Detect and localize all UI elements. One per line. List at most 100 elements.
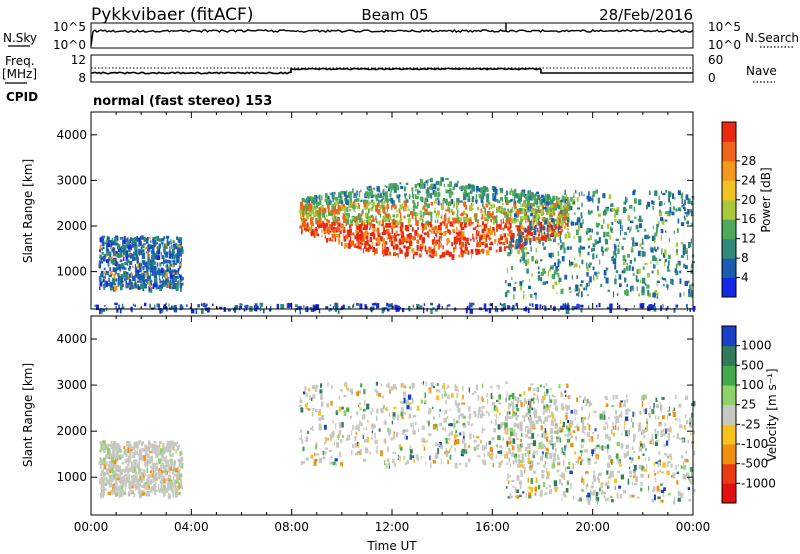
range-cell (424, 400, 427, 403)
range-cell (309, 196, 313, 200)
range-cell (652, 205, 654, 211)
range-cell (559, 234, 561, 240)
range-cell (614, 218, 617, 223)
range-cell (479, 238, 481, 244)
range-cell (585, 449, 588, 453)
range-cell (129, 468, 131, 473)
range-cell (116, 473, 120, 480)
range-cell (607, 289, 611, 292)
range-cell (478, 409, 480, 415)
range-cell (674, 196, 676, 200)
range-cell (451, 430, 454, 436)
range-cell (415, 220, 419, 226)
range-cell (607, 223, 610, 229)
range-cell (439, 226, 442, 231)
range-cell (317, 215, 319, 220)
range-cell (457, 408, 461, 413)
range-cell (690, 210, 694, 217)
range-cell (111, 467, 114, 473)
range-cell (665, 278, 667, 282)
range-cell (332, 306, 334, 309)
range-cell (578, 237, 582, 243)
range-cell (629, 260, 633, 264)
range-cell (556, 438, 558, 443)
range-cell (520, 438, 523, 443)
range-cell (618, 274, 622, 280)
range-cell (433, 416, 435, 420)
range-cell (98, 260, 101, 263)
range-cell (382, 195, 385, 201)
range-cell (163, 467, 166, 474)
range-cell (99, 249, 101, 253)
range-cell (135, 246, 137, 251)
range-cell (395, 224, 398, 228)
range-cell (172, 476, 175, 481)
range-cell (356, 190, 358, 196)
range-cell (517, 225, 521, 232)
range-cell (108, 444, 110, 447)
range-cell (550, 204, 554, 208)
range-cell (333, 191, 336, 195)
range-cell (172, 272, 175, 275)
range-cell (380, 383, 383, 387)
range-cell (540, 259, 543, 262)
range-cell (384, 244, 386, 249)
range-cell (168, 259, 171, 264)
range-cell (669, 206, 672, 213)
range-cell (623, 425, 625, 432)
range-cell (245, 304, 249, 308)
range-cell (486, 249, 490, 255)
range-cell (120, 485, 124, 490)
range-cell (128, 456, 131, 462)
range-cell (543, 246, 546, 250)
range-cell (356, 195, 358, 201)
range-cell (491, 437, 495, 441)
range-cell (546, 228, 549, 232)
range-cell (380, 213, 382, 218)
range-cell (422, 444, 424, 447)
range-cell (641, 465, 644, 470)
range-cell (315, 208, 317, 212)
range-cell (549, 216, 551, 220)
range-cell (644, 457, 646, 461)
range-cell (441, 385, 444, 390)
range-cell (525, 426, 529, 429)
range-cell (133, 237, 137, 244)
range-cell (115, 479, 118, 485)
range-cell (508, 448, 511, 451)
range-cell (132, 452, 136, 458)
range-cell (650, 247, 654, 253)
range-cell (440, 177, 442, 182)
range-cell (477, 249, 480, 255)
range-cell (631, 237, 635, 241)
range-cell (125, 285, 128, 289)
range-cell (400, 411, 404, 417)
range-cell (318, 212, 321, 218)
range-cell (515, 412, 517, 417)
range-cell (311, 385, 316, 389)
range-cell (386, 407, 388, 411)
range-cell (326, 199, 329, 205)
range-cell (516, 432, 518, 438)
range-cell (459, 432, 462, 436)
range-cell (560, 428, 564, 433)
range-cell (172, 264, 174, 268)
range-cell (154, 463, 156, 467)
range-cell (518, 231, 522, 235)
range-cell (516, 244, 520, 247)
range-cell (509, 434, 512, 438)
range-cell (123, 256, 125, 261)
range-cell (594, 239, 598, 245)
range-cell (178, 248, 183, 252)
range-cell (464, 249, 466, 254)
range-cell (121, 454, 124, 459)
range-cell (617, 244, 620, 248)
range-cell (431, 248, 435, 254)
range-cell (312, 394, 315, 399)
range-cell (492, 204, 495, 208)
range-cell (335, 463, 337, 466)
range-cell (167, 237, 169, 241)
range-cell (150, 486, 153, 493)
range-cell (439, 254, 442, 259)
range-cell (176, 492, 179, 497)
